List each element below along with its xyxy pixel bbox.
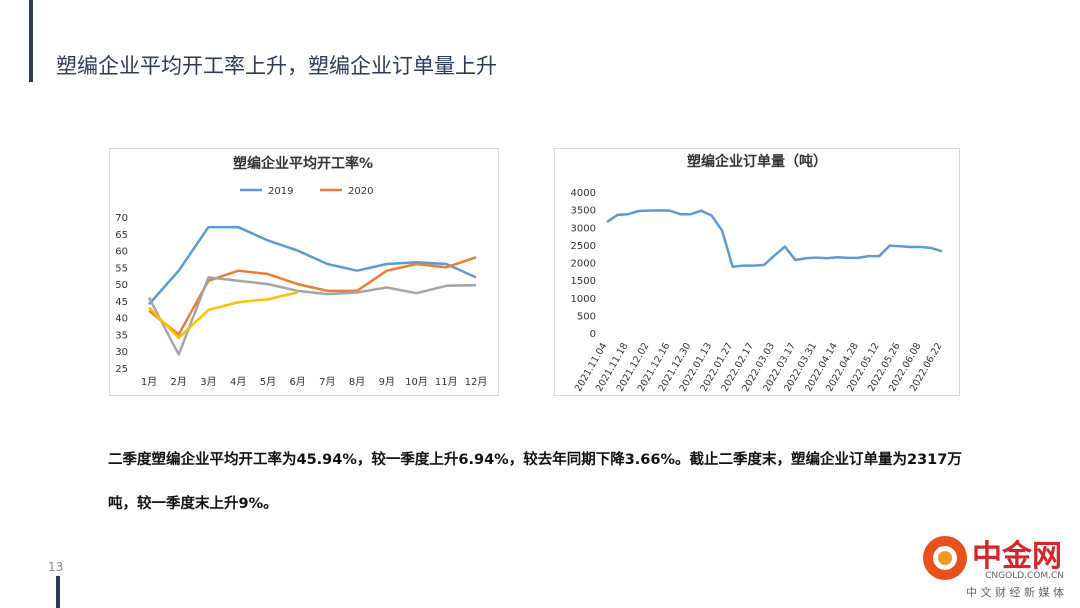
y-tick-label: 30 [115,347,128,358]
legend-label: 2020 [348,186,373,197]
x-tick-label: 5月 [260,376,276,388]
logo-slogan: 中 文 财 经 新 媒 体 [966,585,1064,599]
x-tick-label: 4月 [230,376,246,388]
series-line [606,209,943,268]
x-tick-label: 12月 [465,376,488,388]
y-tick-label: 60 [115,247,128,258]
y-tick-label: 500 [577,311,596,322]
x-tick-label: 10月 [405,376,428,388]
y-tick-label: 3500 [571,206,596,217]
legend-label: 2019 [268,186,293,197]
series-line [148,225,477,306]
x-tick-label: 7月 [319,376,335,388]
x-tick-label: 3月 [200,376,216,388]
y-tick-label: 65 [115,230,128,241]
y-tick-label: 35 [115,330,128,341]
y-tick-label: 45 [115,297,128,308]
y-tick-label: 4000 [571,188,596,199]
y-tick-label: 1500 [571,276,596,287]
series-line [148,291,298,340]
y-tick-label: 0 [590,329,596,340]
chart-frame [554,148,960,396]
y-tick-label: 1000 [571,294,596,305]
x-tick-label: 8月 [349,376,365,388]
y-tick-label: 2000 [571,259,596,270]
y-tick-label: 2500 [571,241,596,252]
y-tick-label: 50 [115,280,128,291]
y-tick-label: 25 [115,364,128,375]
slide-title: 塑编企业平均开工率上升，塑编企业订单量上升 [56,54,497,78]
chart-frame [109,148,499,396]
x-tick-label: 6月 [289,376,305,388]
chart-title: 塑编企业订单量（吨） [687,153,827,170]
accent-bar [56,576,60,608]
y-tick-label: 55 [115,263,128,274]
x-tick-label: 2月 [171,376,187,388]
y-tick-label: 3000 [571,223,596,234]
logo-name: 中金网 [972,539,1062,574]
logo-icon [938,551,952,565]
series-line [147,276,477,356]
page-number: 13 [48,560,64,574]
x-tick-label: 1月 [141,376,157,388]
body-text: 二季度塑编企业平均开工率为45.94%，较一季度上升6.94%，较去年同期下降3… [108,452,962,512]
chart-title: 塑编企业平均开工率% [233,155,373,172]
y-tick-label: 70 [115,213,128,224]
accent-bar [29,0,33,82]
x-tick-label: 11月 [435,376,458,388]
y-tick-label: 40 [115,314,128,325]
logo-url: CNGOLD.COM.CN [985,571,1064,581]
x-tick-label: 9月 [379,376,395,388]
